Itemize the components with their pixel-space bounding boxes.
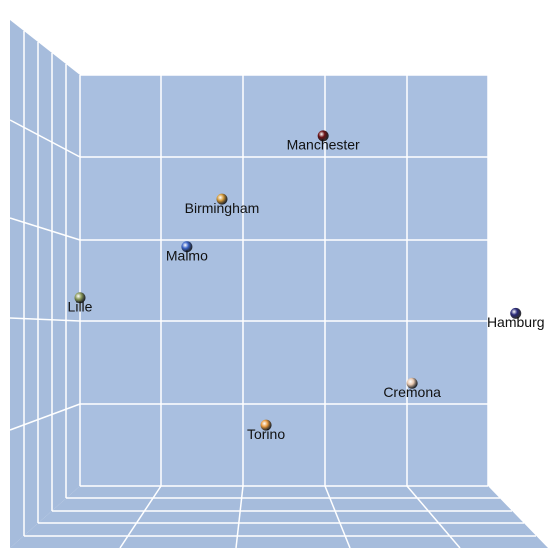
point-label: Birmingham bbox=[185, 200, 260, 216]
left-wall bbox=[10, 20, 80, 548]
point bbox=[216, 193, 228, 205]
point bbox=[260, 419, 272, 431]
point-label: Torino bbox=[247, 426, 285, 442]
floor bbox=[10, 486, 548, 548]
back-wall bbox=[80, 75, 488, 486]
point bbox=[406, 377, 418, 389]
point bbox=[181, 241, 193, 253]
point bbox=[74, 292, 86, 304]
point-label: Manchester bbox=[287, 137, 360, 153]
point bbox=[510, 307, 522, 319]
point bbox=[317, 130, 329, 142]
floor-grid bbox=[24, 485, 536, 548]
box bbox=[9, 20, 548, 548]
left-grid bbox=[9, 31, 81, 536]
point-label: Hamburg bbox=[487, 314, 545, 330]
point-label: Cremona bbox=[383, 384, 441, 400]
back-grid bbox=[79, 74, 489, 487]
point-label: Lille bbox=[68, 298, 93, 314]
point-label: Malmo bbox=[166, 248, 208, 264]
